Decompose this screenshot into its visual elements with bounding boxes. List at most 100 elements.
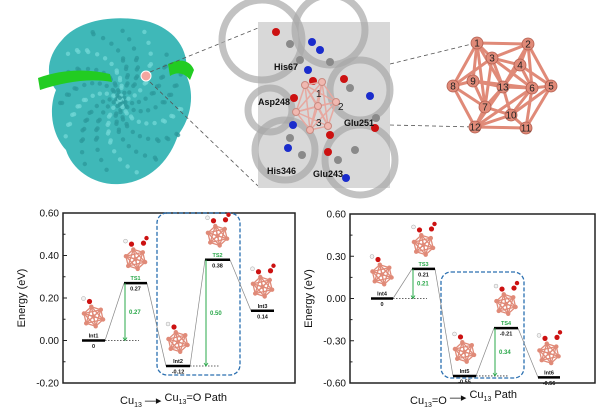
y-tick-label: 0.40	[40, 251, 60, 262]
cluster-atom	[372, 279, 377, 284]
cu-atom-label: 8	[450, 82, 456, 93]
path-connector	[434, 268, 454, 377]
protein-texture	[160, 74, 166, 80]
protein-texture	[126, 96, 131, 101]
atom-ball	[326, 131, 334, 139]
protein-texture	[119, 83, 124, 89]
protein-texture	[104, 91, 110, 96]
oxygen-atom	[416, 227, 423, 233]
protein-texture	[136, 99, 142, 105]
protein-texture	[108, 140, 113, 145]
zoom-connector-line	[149, 81, 259, 187]
oxygen-atom	[271, 263, 276, 268]
cluster-atom	[98, 307, 104, 312]
x-axis-label: Cu13=O —▸ Cu13 Path	[410, 389, 517, 409]
residue-label: Glu243	[313, 169, 343, 179]
y-tick-label: 0.00	[327, 294, 347, 305]
inset-cu-bond	[327, 101, 337, 127]
protein-texture	[95, 52, 100, 57]
x-label-part: Cu	[120, 395, 134, 407]
protein-ribbon	[326, 56, 394, 124]
structure-int6	[536, 330, 563, 366]
protein-texture	[115, 88, 121, 93]
protein-texture	[105, 104, 111, 109]
protein-texture	[153, 157, 159, 162]
protein-texture	[85, 66, 91, 72]
structure-ts4	[493, 280, 520, 316]
protein-texture	[100, 35, 106, 41]
cluster-atom	[494, 298, 499, 304]
protein-texture	[112, 149, 117, 154]
protein-ribbon	[251, 116, 319, 184]
cluster-atom	[377, 262, 382, 267]
inset-atom-label: 3	[316, 118, 322, 129]
level-value: -0.56	[543, 381, 556, 387]
y-tick-label: 0.30	[327, 252, 347, 263]
cluster-atom	[379, 272, 385, 277]
protein-texture	[118, 109, 123, 115]
cluster-atom	[513, 304, 518, 310]
plot-frame	[62, 212, 296, 384]
cu-bond	[526, 42, 553, 88]
cu-atom-label: 3	[489, 54, 495, 65]
cluster-atom	[89, 304, 94, 309]
cluster-atom	[133, 256, 138, 262]
atom-ball	[372, 114, 380, 122]
cu-bond	[473, 86, 534, 129]
cluster-atom	[168, 346, 173, 351]
helix-ribbon-left	[38, 70, 112, 90]
cluster-atom	[208, 240, 213, 245]
hydrogen-atom	[81, 296, 86, 301]
oxygen-atom	[171, 324, 177, 330]
protein-texture	[111, 105, 116, 111]
cu-atom	[513, 58, 527, 72]
cluster-atom	[537, 348, 542, 353]
y-tick-label: 0.60	[40, 209, 60, 220]
cu-atom	[544, 79, 558, 93]
cluster-atom	[250, 281, 256, 286]
cluster-atom	[554, 344, 559, 349]
protein-texture	[96, 119, 101, 124]
atom-ball	[326, 58, 334, 66]
protein-texture	[90, 30, 95, 35]
cu-atom	[470, 36, 484, 50]
protein-texture	[130, 129, 135, 135]
cluster-atom	[469, 343, 474, 348]
level-name: Int5	[460, 369, 470, 375]
atom-ball	[272, 28, 280, 36]
cluster-atom	[126, 263, 131, 269]
cluster-atom	[423, 252, 428, 257]
cu-bond	[451, 41, 479, 88]
cluster-atom	[414, 249, 419, 254]
cluster-atom	[460, 340, 465, 345]
oxygen-atom	[210, 218, 217, 224]
barrier-arrowhead	[410, 295, 416, 300]
protein-texture	[75, 104, 80, 109]
protein-texture	[82, 82, 87, 88]
path-connector	[146, 283, 167, 367]
protein-texture	[94, 67, 99, 73]
inset-cu-atom	[301, 81, 309, 89]
residue-label: His67	[274, 62, 298, 72]
cluster-atom	[430, 245, 436, 251]
cluster-atom	[258, 274, 263, 280]
protein-texture	[124, 124, 130, 129]
inset-cu-atom	[324, 122, 332, 130]
protein-texture	[111, 93, 116, 98]
y-tick-label: 0.00	[40, 336, 60, 347]
protein-texture	[127, 37, 132, 42]
cluster-atom	[173, 330, 178, 335]
barrier-value: 0.50	[210, 311, 222, 317]
cluster-atom	[546, 351, 552, 356]
oxygen-atom	[554, 334, 560, 340]
atom-ball	[296, 56, 304, 64]
structure-int1	[81, 296, 106, 329]
protein-texture	[142, 29, 147, 35]
hydrogen-atom	[452, 331, 457, 337]
cu-atom	[525, 81, 539, 95]
protein-texture	[104, 167, 109, 172]
level-value: 0	[380, 302, 383, 308]
residue-label: His346	[267, 166, 296, 176]
oxygen-atom	[375, 256, 381, 263]
